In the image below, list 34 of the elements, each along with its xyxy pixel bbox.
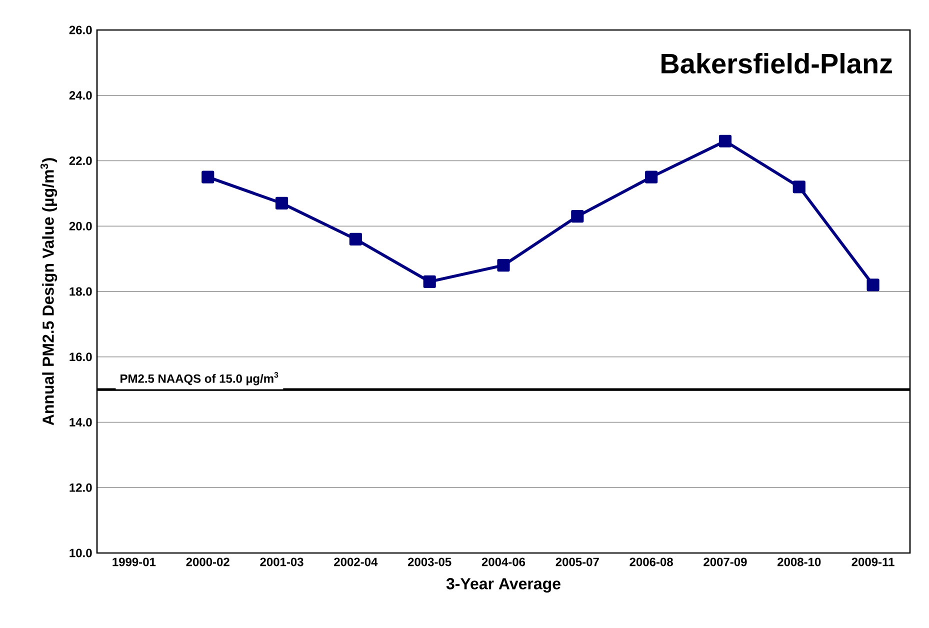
ref-line-label: PM2.5 NAAQS of 15.0 µg/m$^{3}$ <box>120 372 278 386</box>
point <box>718 134 732 148</box>
x-tick-label: 2007-09 <box>704 558 747 566</box>
y-tick-label: 22.0 <box>69 156 92 165</box>
x-tick-label: 2000-02 <box>186 558 230 566</box>
point <box>202 170 214 184</box>
y-axis-title: Annual PM2.5 Design Value (µg/m$^{3}$) <box>40 158 58 426</box>
y-tick-label: 14.0 <box>70 418 92 426</box>
point <box>349 232 362 246</box>
x-tick-label: 2005-07 <box>556 558 599 566</box>
y-tick-label: 10.0 <box>70 548 92 558</box>
x-tick-label: 2006-08 <box>630 558 673 566</box>
x-tick-label: 1999-01 <box>112 558 156 566</box>
x-tick-label: 2008-10 <box>778 558 821 566</box>
x-axis-title: 3-Year Average <box>446 578 560 593</box>
point <box>423 275 436 288</box>
point <box>571 210 584 223</box>
y-tick-label: 18.0 <box>70 287 92 296</box>
y-tick-label: 20.0 <box>69 222 92 230</box>
y-tick-label: 24.0 <box>69 91 92 100</box>
x-tick-label: 2002-04 <box>334 558 378 566</box>
text: Bakersfield-Planz <box>662 53 892 74</box>
y-tick-label: 26.0 <box>69 26 92 34</box>
x-tick-label: 2003-05 <box>408 558 452 566</box>
x-tick-label: 2004-06 <box>482 558 526 566</box>
point <box>645 170 658 184</box>
y-tick-label: 16.0 <box>70 352 92 362</box>
y-tick-label: 12.0 <box>70 483 92 492</box>
point <box>792 180 806 194</box>
point <box>497 259 510 272</box>
point <box>275 196 288 210</box>
point <box>866 278 880 292</box>
x-tick-label: 2009-11 <box>852 558 894 566</box>
x-tick-label: 2001-03 <box>260 558 304 566</box>
